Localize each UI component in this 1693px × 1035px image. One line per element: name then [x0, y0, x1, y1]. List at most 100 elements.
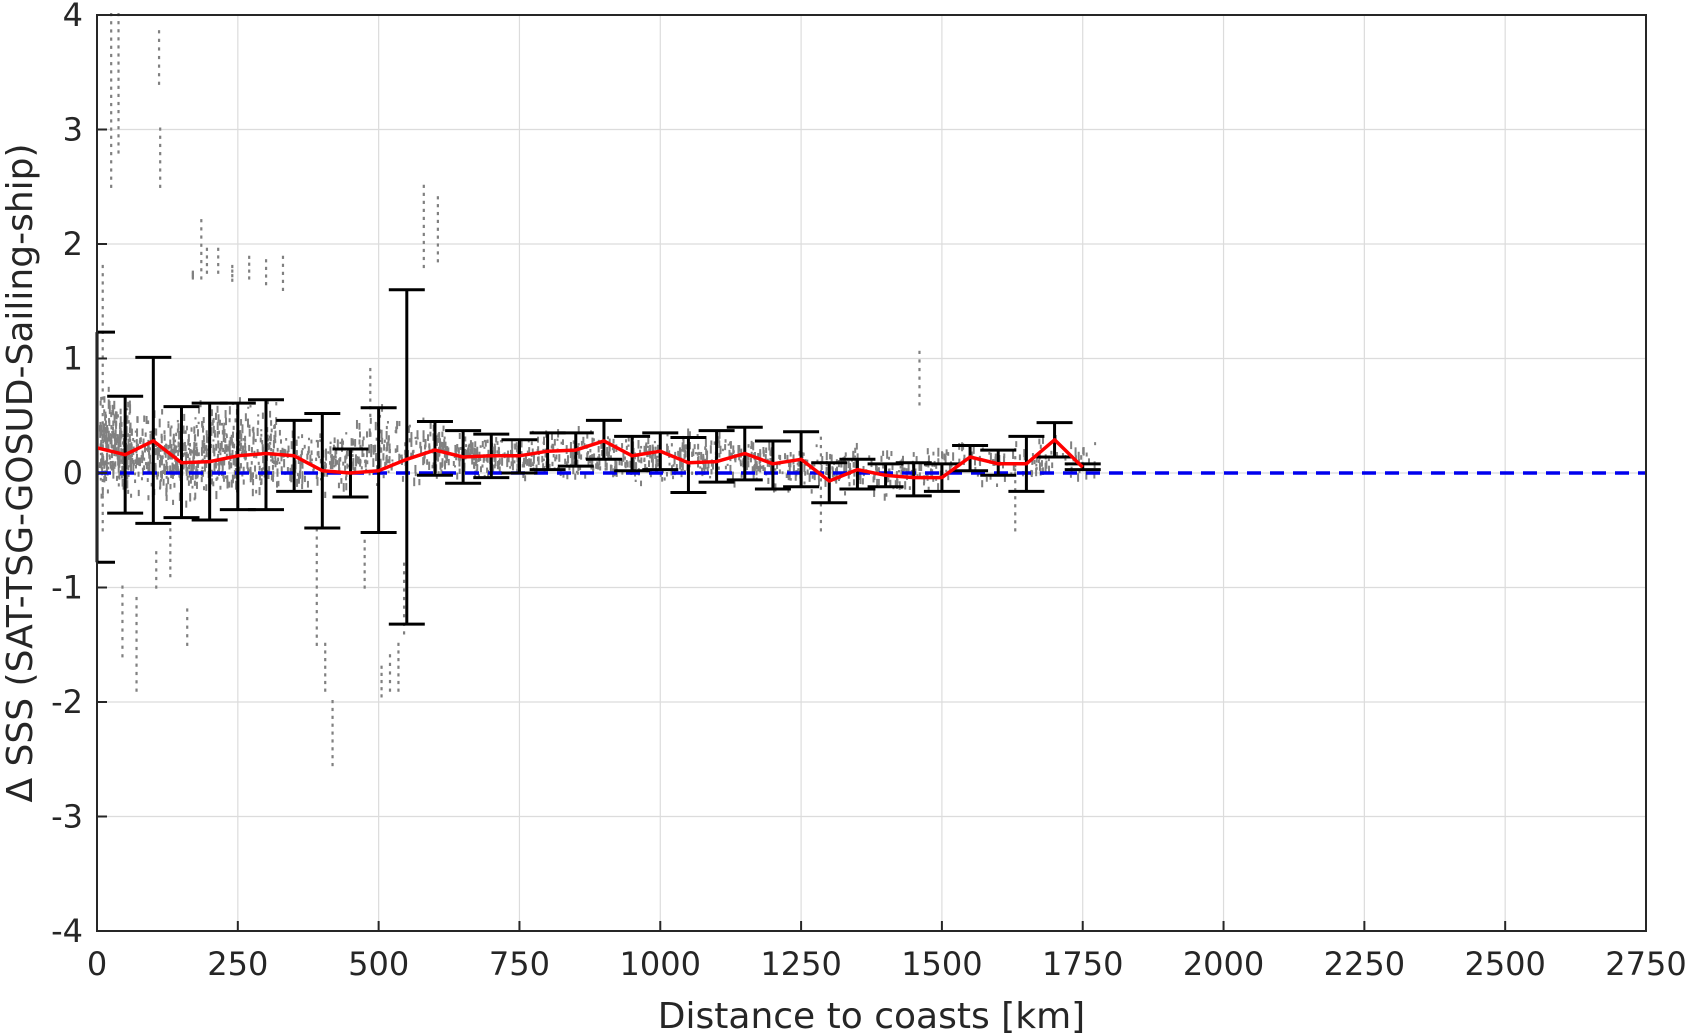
scatter-point: [272, 449, 275, 454]
scatter-point: [458, 432, 461, 440]
scatter-point: [774, 483, 777, 492]
scatter-point: [114, 411, 117, 417]
scatter-point: [218, 419, 221, 426]
scatter-point: [395, 426, 398, 434]
scatter-point: [916, 474, 919, 477]
scatter-point: [753, 463, 756, 471]
scatter-point: [205, 255, 209, 259]
scatter-point: [121, 611, 124, 615]
scatter-point: [651, 446, 654, 455]
scatter-point: [258, 465, 261, 471]
scatter-point: [135, 688, 138, 692]
scatter-point: [103, 434, 106, 442]
scatter-point: [473, 461, 476, 469]
scatter-point: [194, 492, 197, 499]
scatter-point: [458, 460, 461, 467]
scatter-point: [267, 401, 270, 405]
scatter-point: [183, 413, 186, 421]
scatter-point: [212, 444, 215, 453]
scatter-point: [195, 424, 198, 429]
scatter-point: [501, 457, 504, 466]
scatter-point: [334, 456, 337, 459]
scatter-point: [191, 472, 194, 480]
scatter-point: [379, 458, 382, 468]
scatter-point: [134, 430, 137, 433]
scatter-point: [109, 437, 112, 445]
scatter-point: [470, 450, 473, 455]
scatter-point: [130, 442, 133, 447]
scatter-point: [170, 444, 173, 452]
scatter-point: [138, 440, 141, 444]
scatter-point: [159, 478, 162, 482]
scatter-point: [484, 440, 487, 447]
scatter-point: [577, 465, 580, 472]
scatter-point: [803, 463, 806, 473]
scatter-point: [141, 457, 144, 464]
scatter-point: [163, 434, 166, 441]
scatter-point: [621, 443, 624, 449]
scatter-point: [204, 446, 207, 451]
scatter-point: [110, 70, 113, 74]
scatter-point: [520, 451, 523, 455]
scatter-point: [810, 489, 813, 494]
scatter-point: [159, 168, 162, 172]
scatter-point: [249, 479, 252, 483]
scatter-point: [117, 457, 120, 466]
scatter-point: [813, 474, 816, 481]
scatter-point: [264, 282, 268, 286]
scatter-point: [441, 441, 444, 451]
scatter-point: [340, 478, 343, 484]
scatter-point: [615, 461, 618, 470]
scatter-point: [345, 474, 348, 477]
scatter-point: [141, 467, 144, 470]
scatter-point: [360, 466, 363, 470]
scatter-point: [223, 422, 226, 426]
scatter-point: [107, 462, 110, 465]
scatter-point: [229, 441, 232, 445]
scatter-point: [116, 414, 119, 418]
scatter-point: [220, 440, 223, 450]
scatter-point: [606, 446, 609, 455]
scatter-point: [819, 453, 823, 457]
scatter-point: [354, 439, 357, 447]
scatter-point: [586, 452, 589, 461]
scatter-point: [718, 452, 721, 458]
scatter-point: [419, 441, 422, 449]
scatter-point: [197, 421, 200, 425]
scatter-point: [104, 420, 107, 426]
scatter-point: [572, 461, 575, 467]
scatter-point: [145, 462, 148, 470]
scatter-point: [935, 463, 938, 469]
scatter-point: [604, 459, 607, 468]
scatter-point: [189, 493, 192, 502]
scatter-point: [211, 409, 214, 417]
scatter-point: [873, 489, 876, 497]
scatter-point: [116, 434, 119, 443]
scatter-point: [206, 448, 209, 452]
scatter-point: [242, 466, 245, 473]
scatter-point: [672, 464, 675, 467]
scatter-point: [948, 464, 951, 472]
scatter-point: [106, 452, 109, 462]
scatter-point: [132, 437, 135, 441]
scatter-point: [1037, 459, 1040, 464]
scatter-point: [188, 457, 191, 463]
scatter-point: [100, 463, 103, 470]
scatter-point: [400, 454, 403, 459]
scatter-point: [592, 438, 595, 442]
scatter-point: [533, 452, 536, 458]
scatter-point: [213, 463, 216, 472]
scatter-point: [522, 461, 525, 467]
scatter-point: [173, 482, 176, 488]
scatter-point: [467, 444, 470, 450]
scatter-point: [269, 433, 272, 442]
scatter-point: [109, 433, 112, 437]
scatter-point: [120, 448, 123, 453]
scatter-point: [106, 444, 109, 450]
scatter-point: [359, 444, 362, 449]
scatter-point: [171, 448, 174, 458]
scatter-point: [121, 628, 124, 632]
scatter-point: [672, 475, 675, 480]
x-tick-label: 0: [87, 945, 107, 983]
scatter-point: [724, 439, 727, 443]
